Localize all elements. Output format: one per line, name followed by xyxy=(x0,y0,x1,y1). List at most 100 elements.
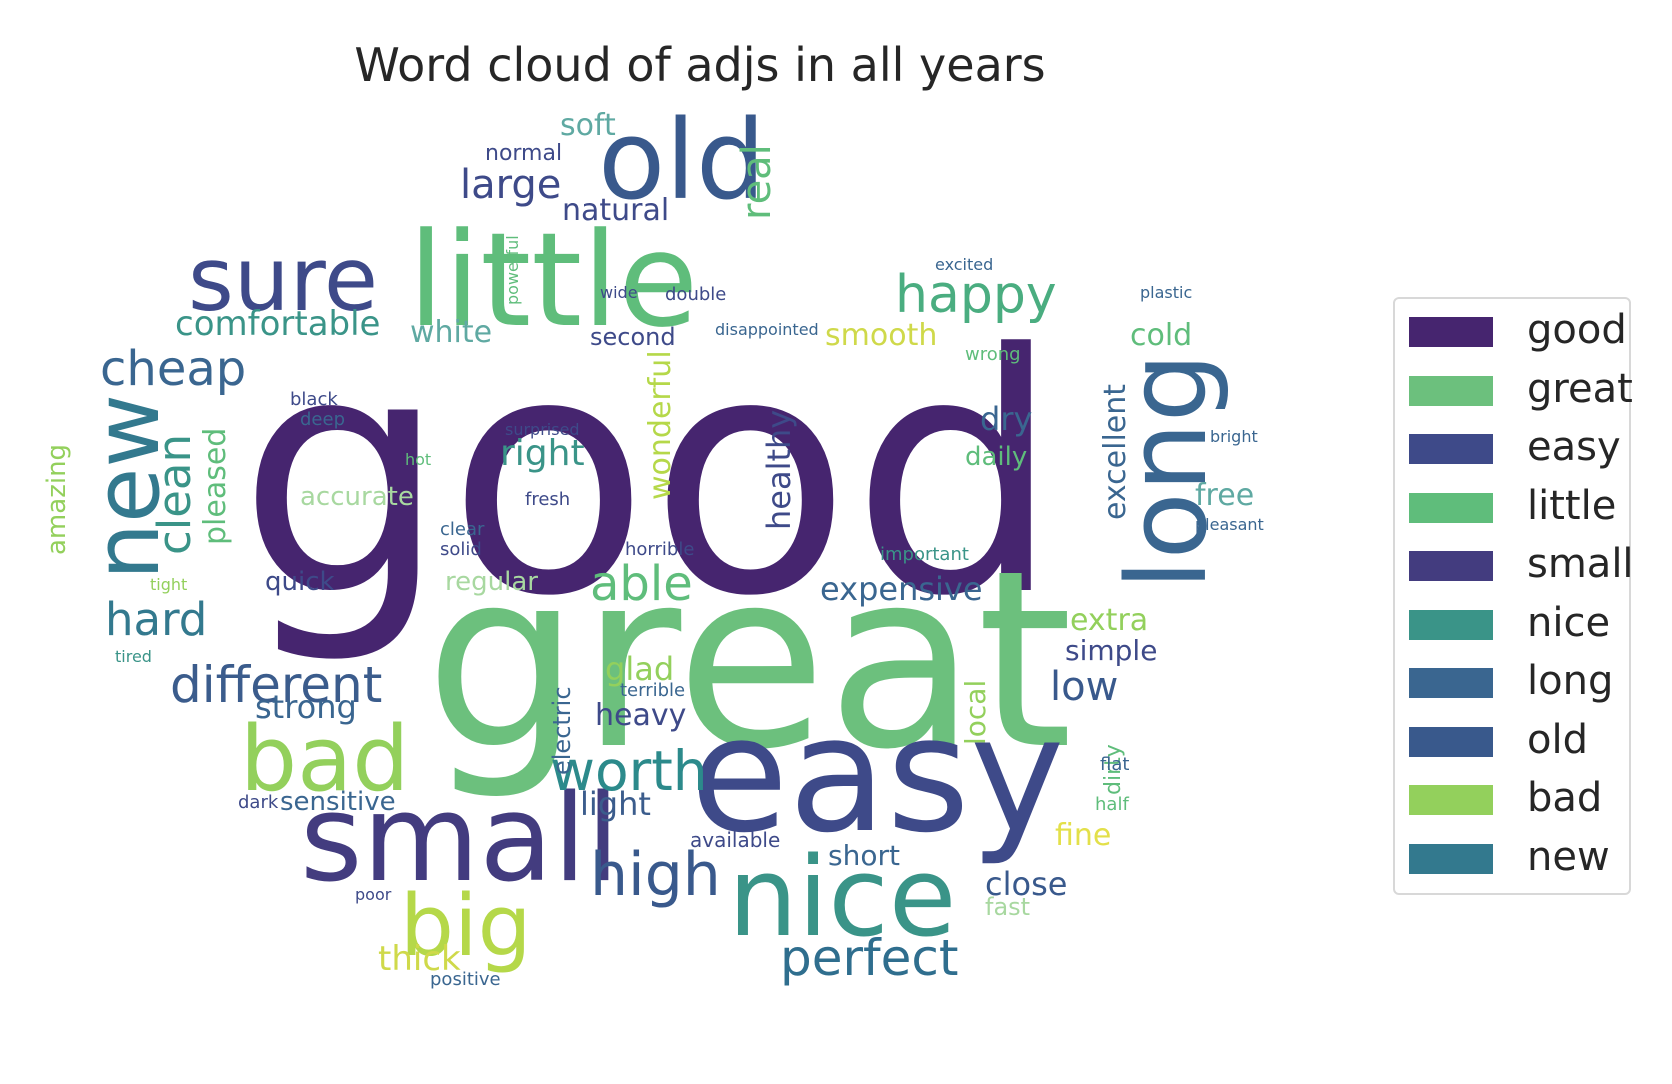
cloud-word: hard xyxy=(105,593,207,646)
legend-item: new xyxy=(1409,834,1624,880)
cloud-word: half xyxy=(1095,794,1129,815)
cloud-word: accurate xyxy=(300,482,414,512)
cloud-word: wrong xyxy=(965,344,1021,365)
legend-item: long xyxy=(1409,658,1624,704)
cloud-word: natural xyxy=(562,193,669,228)
cloud-word: good xyxy=(238,284,1061,668)
cloud-word: white xyxy=(410,315,492,350)
cloud-word: fast xyxy=(985,893,1030,921)
cloud-word: sure xyxy=(188,228,378,331)
cloud-word: quick xyxy=(265,567,335,597)
cloud-word: excellent xyxy=(1098,384,1133,520)
cloud-word: deep xyxy=(300,409,345,430)
cloud-word: horrible xyxy=(625,539,694,560)
legend-item: good xyxy=(1409,307,1627,353)
cloud-word: positive xyxy=(430,969,501,990)
legend-label: long xyxy=(1527,658,1614,704)
cloud-word: dirty xyxy=(1101,744,1126,795)
cloud-word: regular xyxy=(445,567,538,597)
cloud-word: black xyxy=(290,389,338,410)
legend-label: easy xyxy=(1527,424,1621,470)
legend-item: small xyxy=(1409,541,1634,587)
cloud-word: soft xyxy=(560,108,616,143)
legend-label: new xyxy=(1527,833,1610,880)
cloud-word: perfect xyxy=(780,929,959,987)
legend-swatch xyxy=(1409,609,1493,640)
legend-item: little xyxy=(1409,483,1624,529)
cloud-word: comfortable xyxy=(175,304,380,344)
cloud-word: amazing xyxy=(42,444,72,555)
cloud-word: real xyxy=(734,144,780,220)
cloud-word: tight xyxy=(150,575,187,594)
cloud-word: expensive xyxy=(820,570,983,608)
cloud-word: dry xyxy=(980,400,1032,438)
cloud-word: light xyxy=(580,785,651,823)
chart-title: Word cloud of adjs in all years xyxy=(354,38,1046,92)
cloud-word: fresh xyxy=(525,489,570,510)
legend-item: bad xyxy=(1409,775,1624,821)
cloud-word: wide xyxy=(600,283,638,302)
legend-swatch xyxy=(1409,551,1493,581)
cloud-word: second xyxy=(590,323,676,351)
cloud-word: nice xyxy=(728,833,956,961)
legend-label: nice xyxy=(1527,599,1611,646)
cloud-word: excited xyxy=(935,255,993,274)
cloud-word: available xyxy=(690,828,780,852)
cloud-word: old xyxy=(598,96,766,224)
cloud-word: cold xyxy=(1130,318,1192,353)
cloud-word: solid xyxy=(440,539,482,560)
cloud-word: clean xyxy=(148,434,201,555)
cloud-word: wonderful xyxy=(643,350,678,500)
cloud-word: local xyxy=(959,680,992,745)
cloud-word: hot xyxy=(405,450,431,469)
legend-swatch xyxy=(1409,726,1493,757)
legend-label: good xyxy=(1527,307,1627,353)
cloud-word: cheap xyxy=(100,341,246,397)
cloud-word: electric xyxy=(548,686,576,775)
cloud-word: normal xyxy=(485,141,562,166)
cloud-word: bad xyxy=(240,707,409,812)
cloud-word: long xyxy=(1103,353,1231,590)
cloud-word: powerful xyxy=(503,235,522,305)
cloud-word: daily xyxy=(965,442,1027,472)
cloud-word: smooth xyxy=(825,318,937,353)
cloud-word: terrible xyxy=(620,680,685,701)
cloud-word: great xyxy=(425,518,1073,803)
cloud-word: heavy xyxy=(595,698,686,733)
legend-item: great xyxy=(1409,366,1633,412)
cloud-word: surprised xyxy=(505,420,580,439)
cloud-word: flat xyxy=(1100,754,1129,775)
legend-swatch xyxy=(1409,668,1493,698)
cloud-word: worth xyxy=(550,739,708,803)
cloud-word: able xyxy=(590,556,693,612)
cloud-word: close xyxy=(985,865,1067,903)
cloud-word: bright xyxy=(1210,427,1258,446)
cloud-word: healthy xyxy=(760,410,798,530)
legend-label: bad xyxy=(1527,775,1603,821)
legend-swatch xyxy=(1409,492,1493,523)
cloud-word: thick xyxy=(378,939,461,979)
cloud-word: simple xyxy=(1065,634,1157,667)
legend-swatch xyxy=(1409,785,1493,815)
legend-item: easy xyxy=(1409,424,1624,470)
cloud-word: easy xyxy=(690,681,1065,868)
legend-label: little xyxy=(1527,482,1617,529)
cloud-word: large xyxy=(460,162,561,208)
cloud-word: low xyxy=(1050,664,1118,710)
legend-swatch xyxy=(1409,317,1493,347)
cloud-word: happy xyxy=(895,265,1057,325)
cloud-word: important xyxy=(880,544,969,565)
legend-item: old xyxy=(1409,717,1624,763)
cloud-word: short xyxy=(828,839,900,872)
cloud-word: little xyxy=(408,204,698,356)
cloud-word: small xyxy=(300,770,620,909)
cloud-word: right xyxy=(500,433,585,474)
cloud-word: tired xyxy=(115,647,152,666)
cloud-word: free xyxy=(1195,478,1254,513)
cloud-word: pleasant xyxy=(1195,515,1264,534)
cloud-word: clear xyxy=(440,519,485,540)
cloud-word: plastic xyxy=(1140,283,1192,302)
cloud-word: pleased xyxy=(198,428,233,545)
legend-swatch xyxy=(1409,375,1493,406)
